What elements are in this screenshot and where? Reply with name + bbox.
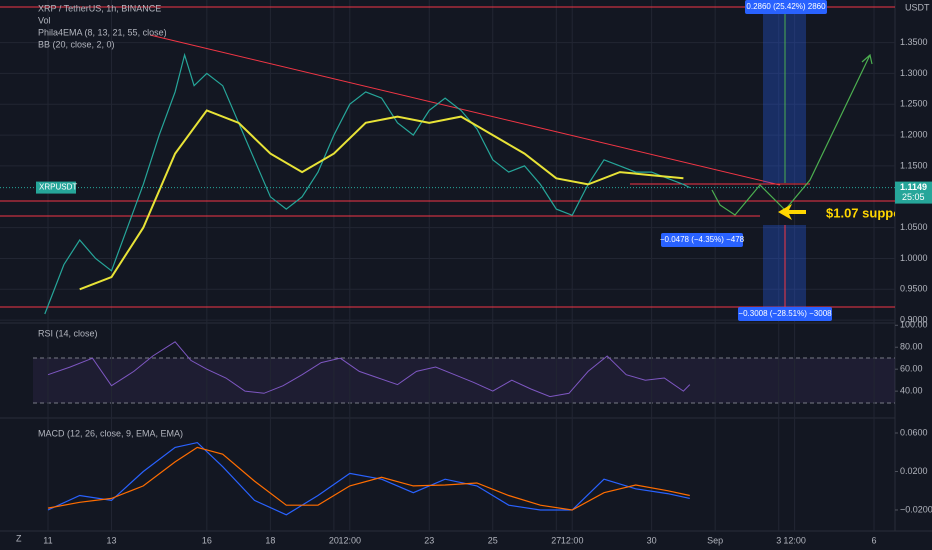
y-tick-label: 1.2000 [900, 129, 928, 139]
series-line [47, 446, 690, 511]
x-tick-label: 6 [872, 535, 877, 545]
y-tick-label: 1.1500 [900, 160, 928, 170]
measure-label: 0.2860 (25.42%) 2860 [746, 2, 826, 11]
currency-label: USDT [905, 2, 930, 12]
series-line [47, 441, 690, 516]
x-tick-label: Sep [707, 535, 723, 545]
last-price-box [895, 181, 932, 204]
legend-entry: Vol [38, 15, 51, 25]
x-tick-label: 12:00 [339, 535, 362, 545]
x-tick-label: 18 [265, 535, 275, 545]
y-tick-label: 80.00 [900, 342, 923, 352]
x-tick-label: 20 [329, 535, 339, 545]
pane-title: RSI (14, close) [38, 328, 98, 338]
legend-entry: Phila4EMA (8, 13, 21, 55, close) [38, 27, 167, 37]
y-tick-label: 0.9500 [900, 284, 928, 294]
arrow-head [861, 53, 873, 65]
x-tick-label: 27 [551, 535, 561, 545]
x-tick-label: 12:00 [783, 535, 806, 545]
y-tick-label: 60.00 [900, 364, 923, 374]
x-tick-label: 30 [647, 535, 657, 545]
x-tick-label: 23 [424, 535, 434, 545]
y-tick-label: 1.3500 [900, 37, 928, 47]
x-tick-label: 12:00 [561, 535, 584, 545]
x-tick-label: 16 [202, 535, 212, 545]
y-tick-label: 0.0200 [900, 466, 928, 476]
x-tick-label: 11 [43, 535, 52, 545]
measure-box [738, 307, 832, 321]
countdown-label: 25:05 [902, 192, 925, 202]
projection-path [711, 54, 871, 216]
measure-label: −0.3008 (−28.51%) −3008 [738, 309, 832, 318]
trend-line [149, 34, 781, 186]
y-tick-label: 40.00 [900, 386, 923, 396]
y-tick-label: 1.3000 [900, 68, 928, 78]
measure-box [661, 233, 743, 247]
y-tick-label: −0.0200 [900, 504, 932, 514]
support-label: $1.07 support [826, 205, 911, 220]
rsi-band [33, 358, 895, 403]
legend-entry: BB (20, close, 2, 0) [38, 39, 115, 49]
y-tick-label: 1.0500 [900, 222, 928, 232]
last-price-label: 1.1149 [900, 182, 927, 192]
y-tick-label: 100.00 [900, 320, 928, 330]
pane-title: MACD (12, 26, close, 9, EMA, EMA) [38, 428, 183, 438]
x-tick-label: 3 [776, 535, 781, 545]
arrow-icon [778, 204, 806, 220]
series-line [47, 341, 691, 398]
y-tick-label: 1.0000 [900, 253, 928, 263]
series-line [79, 109, 684, 291]
measure-label: −0.0478 (−4.35%) −478 [660, 235, 745, 244]
symbol-box [36, 181, 76, 194]
y-tick-label: 0.9000 [900, 315, 928, 325]
measure-box [745, 0, 827, 14]
chart-title: XRP / TetherUS, 1h, BINANCE [38, 3, 161, 13]
y-tick-label: 1.2500 [900, 99, 928, 109]
x-tick-label: 25 [488, 535, 498, 545]
timezone-button[interactable]: Z [16, 533, 22, 543]
x-tick-label: 13 [107, 535, 117, 545]
symbol-label: XRPUSDT [39, 183, 77, 192]
y-tick-label: 0.0600 [900, 427, 928, 437]
